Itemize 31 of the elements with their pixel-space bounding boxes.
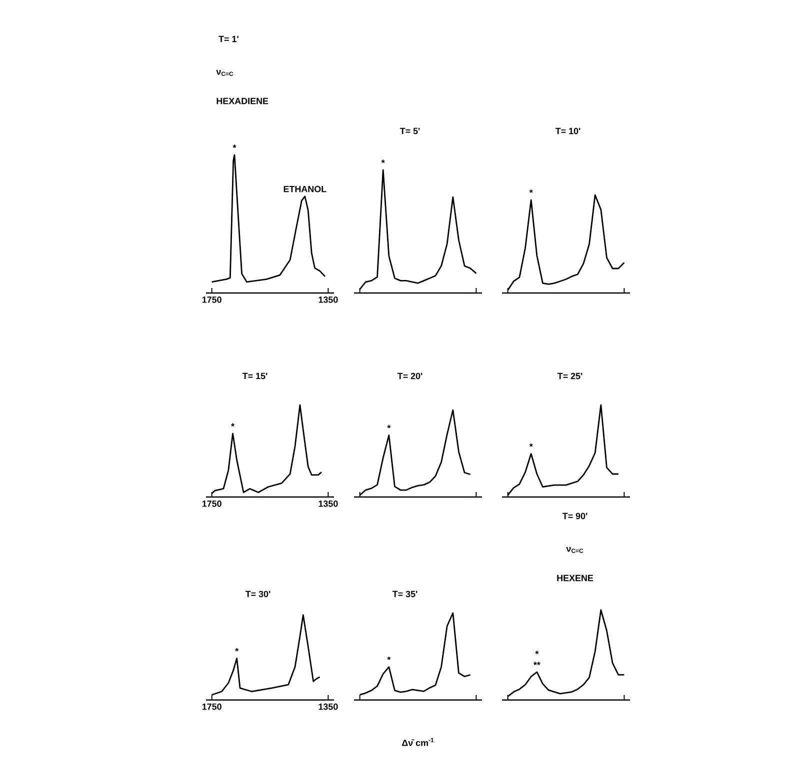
chart-title: T= 15': [242, 372, 268, 380]
chart-title: T= 5': [400, 128, 420, 134]
x-tick-label: 1750: [202, 500, 222, 507]
x-axis-title: Δν̄ cm$^{-1}$: [402, 738, 434, 746]
annotation: *: [535, 650, 539, 654]
annotation: *: [235, 648, 239, 652]
x-tick-label: 1750: [202, 704, 222, 710]
chart-title: T= 30': [245, 590, 270, 598]
annotation: *: [387, 424, 391, 428]
annotation: *: [231, 423, 235, 427]
x-tick-label: 1350: [318, 704, 338, 710]
annotation: *: [529, 190, 533, 193]
text: ν$_{C=C}$: [216, 70, 234, 76]
x-tick-label: 1350: [318, 296, 338, 303]
annotation: *: [529, 443, 533, 447]
text: HEXENE: [557, 574, 594, 582]
x-tick-label: 1350: [318, 500, 338, 507]
chart-title: T= 1': [218, 36, 238, 42]
chart-title: T= 25': [557, 372, 582, 380]
chart-title: T= 20': [397, 372, 422, 380]
annotation: ETHANOL: [284, 186, 326, 192]
chart-title: T= 90': [562, 512, 588, 520]
annotation: *: [381, 160, 385, 163]
chart-title: T= 10': [555, 128, 580, 134]
annotation: **: [533, 662, 540, 666]
text: HEXADIENE: [216, 98, 268, 104]
annotation: *: [387, 656, 391, 660]
chart-title: T= 35': [392, 590, 418, 598]
x-tick-label: 1750: [202, 296, 222, 303]
text: ν$_{C=C}$: [566, 547, 584, 553]
annotation: *: [232, 144, 236, 148]
